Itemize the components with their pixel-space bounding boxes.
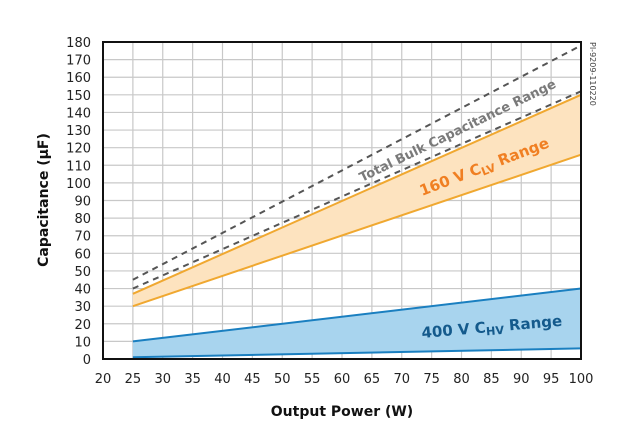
- x-tick-label: 80: [453, 372, 470, 387]
- x-tick-label: 85: [483, 372, 500, 387]
- y-tick-label: 50: [74, 265, 91, 280]
- y-tick-label: 140: [66, 106, 91, 121]
- y-tick-label: 110: [66, 159, 91, 174]
- chv-band-fill: [132, 288, 581, 358]
- y-tick-label: 20: [74, 318, 91, 333]
- chv-label: 400 V CHV Range: [421, 312, 563, 344]
- x-tick-label: 35: [184, 372, 201, 387]
- x-tick-label: 75: [423, 372, 440, 387]
- y-tick-label: 10: [74, 335, 91, 350]
- chv-lower-line: [132, 347, 582, 359]
- y-tick-label: 80: [74, 212, 91, 227]
- y-tick-label: 150: [66, 89, 91, 104]
- x-tick-label: 100: [569, 372, 594, 387]
- y-tick-label: 70: [74, 230, 91, 245]
- plot-frame: [102, 41, 582, 360]
- total-bulk-lower-line: [132, 90, 582, 290]
- y-tick-labels: 0 10 20 30 40 50 60 70 80 90 100 110 120 130 140 150 160…: [66, 36, 91, 368]
- x-tick-label: 25: [125, 372, 142, 387]
- x-tick-label: 65: [364, 372, 381, 387]
- x-tick-label: 50: [274, 372, 291, 387]
- figure-id: PI-9209-110220: [588, 42, 597, 106]
- y-tick-label: 30: [74, 300, 91, 315]
- bands: [132, 44, 582, 359]
- x-tick-label: 45: [244, 372, 261, 387]
- y-tick-label: 160: [66, 71, 91, 86]
- y-tick-label: 120: [66, 142, 91, 157]
- chv-upper-line: [132, 287, 582, 343]
- y-tick-label: 0: [83, 353, 91, 368]
- y-tick-label: 130: [66, 124, 91, 139]
- y-tick-label: 180: [66, 36, 91, 51]
- clv-band-fill: [132, 94, 581, 307]
- clv-upper-line: [132, 93, 582, 295]
- total-bulk-upper-line: [132, 44, 582, 281]
- x-tick-label: 70: [393, 372, 410, 387]
- x-tick-label: 55: [304, 372, 321, 387]
- x-tick-label: 30: [154, 372, 171, 387]
- y-tick-label: 170: [66, 54, 91, 69]
- x-tick-label: 95: [543, 372, 560, 387]
- y-tick-label: 90: [74, 195, 91, 210]
- x-tick-label: 40: [214, 372, 231, 387]
- y-axis-label: Capacitance (µF): [36, 133, 52, 267]
- x-axis-label: Output Power (W): [271, 404, 413, 420]
- clv-lower-line: [132, 153, 582, 308]
- x-tick-label: 90: [513, 372, 530, 387]
- y-tick-label: 100: [66, 177, 91, 192]
- y-tick-label: 40: [74, 283, 91, 298]
- x-tick-label: 20: [95, 372, 112, 387]
- x-tick-label: 60: [334, 372, 351, 387]
- x-tick-labels: 20 25 30 35 40 45 50 55 60 65 70 75 80 85 90 95 100: [95, 372, 594, 387]
- y-tick-label: 60: [74, 247, 91, 262]
